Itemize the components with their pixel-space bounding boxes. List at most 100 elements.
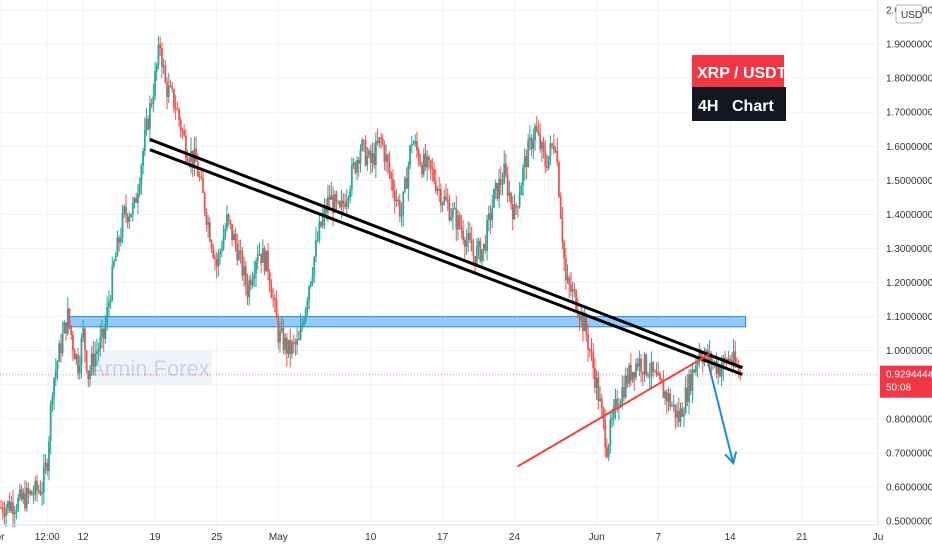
candle [655,362,658,377]
candle [434,169,437,195]
candle [588,348,591,358]
time-axis[interactable]: pr 12:00 12 19 25 May 10 17 24 Jun 7 14 21 Ju [0,524,884,543]
candle [350,157,353,197]
candle [368,148,370,159]
candle [244,260,247,296]
candle [275,290,278,319]
candle [92,341,95,376]
candle [362,139,365,152]
candle [635,358,637,381]
candle [421,162,423,179]
candle [323,197,326,229]
candle [10,495,13,514]
candle [527,134,530,168]
candle [316,231,319,243]
pair-badge-bg [692,55,784,87]
candle [361,137,364,152]
timeframe-badge-text: 4H Chart [698,98,774,115]
candle [161,42,163,78]
candle [460,214,463,239]
candle [693,368,696,374]
countdown: 50:08 [886,383,911,394]
candle [371,142,374,173]
candle [499,167,502,196]
candle [296,327,299,355]
candle [297,330,300,341]
candle [236,233,239,266]
candle [515,202,518,215]
candle [450,207,453,222]
candle [518,182,521,209]
candle [528,125,531,151]
candle [614,388,617,420]
candle [674,404,677,430]
candle [25,481,28,512]
candle [484,234,487,254]
candle [664,389,666,405]
candle [83,327,86,363]
candle [604,408,607,458]
price-axis[interactable]: 2.000000001.900000001.800000001.70000000… [877,0,932,550]
candle [599,386,601,403]
candle [617,397,620,421]
candle [15,503,18,520]
candle [501,172,504,196]
candle [164,60,167,84]
candle [481,249,483,266]
candle [602,405,605,430]
candle [547,155,550,171]
candle [609,410,612,454]
candle [564,247,567,291]
candle [503,150,506,185]
candle [457,209,459,241]
candle [540,139,543,162]
candle [239,239,242,264]
candle [0,499,2,510]
candle [388,151,391,180]
candle [152,83,155,113]
candle [27,482,30,504]
candle [143,117,146,157]
candle [215,252,218,279]
candle [380,132,382,150]
candle [80,333,83,379]
candle [511,196,514,231]
candle [496,182,499,202]
candle [438,176,441,203]
candle [337,200,340,205]
candle [181,127,184,139]
candle [95,338,98,367]
candle [376,128,379,146]
candle [356,156,358,181]
time-tick-label: 10 [365,532,377,543]
candle [641,371,644,387]
candle [12,489,14,528]
candle [60,333,62,363]
candle [535,116,538,133]
candle [285,333,288,367]
candle [186,149,189,163]
time-tick-label: Ju [873,532,884,543]
candle [544,140,547,174]
candle [556,137,559,167]
candle [284,333,287,356]
candle [621,375,624,409]
candle [135,192,138,204]
candle [381,133,384,147]
candle [390,170,393,191]
candle [407,161,410,202]
candle [645,353,648,377]
candle [255,258,257,287]
candle [628,362,631,388]
candle [587,324,589,363]
candle [113,258,115,269]
candle [467,221,470,253]
candle [339,199,341,209]
candle [623,375,625,402]
candle [412,139,415,146]
candle [347,195,350,209]
candle [686,374,689,407]
candle [597,371,600,410]
candle [441,201,444,212]
